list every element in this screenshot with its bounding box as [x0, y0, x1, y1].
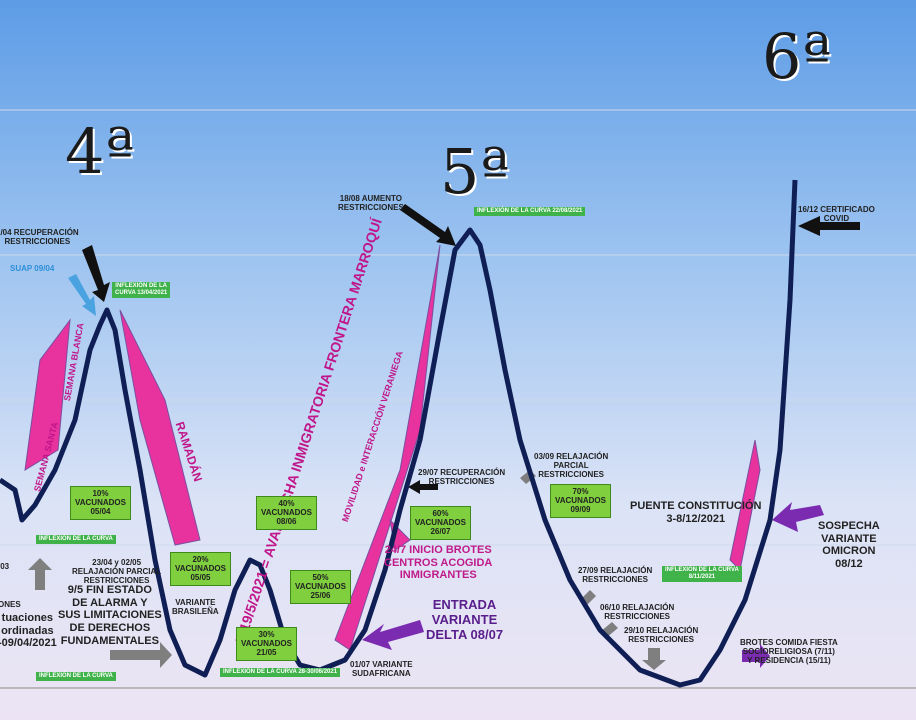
annotation: INFLEXIÓN DE LA CURVA 13/04/2021 [112, 282, 171, 298]
wave-label: 6ª [762, 20, 831, 93]
wedge [24, 318, 71, 471]
annotation: 16/12 CERTIFICADO COVID [798, 205, 875, 224]
arrow [642, 648, 666, 670]
annotation: 40% VACUNADOS 08/06 [256, 496, 317, 530]
annotation: 60% VACUNADOS 26/07 [410, 506, 471, 540]
annotation: 10% VACUNADOS 05/04 [70, 486, 131, 520]
annotation: 30% VACUNADOS 21/05 [236, 627, 297, 661]
annotation: 1/04 RECUPERACIÓN RESTRICCIONES [0, 228, 79, 247]
annotation: 50% VACUNADOS 25/06 [290, 570, 351, 604]
annotation: VARIANTE BRASILEÑA [172, 598, 219, 617]
annotation: INFLEXIÓN DE LA CURVA 8/11/2021 [662, 566, 742, 582]
annotation: 23/04 y 02/05 RELAJACIÓN PARCIAL RESTRIC… [72, 558, 162, 586]
annotation: SOSPECHA VARIANTE OMICRON 08/12 [818, 520, 880, 570]
annotation: 70% VACUNADOS 09/09 [550, 484, 611, 518]
incidence-curve [0, 179, 798, 688]
annotation: 24/7 INICIO BROTES CENTROS ACOGIDA INMIG… [384, 544, 493, 582]
wedge [119, 309, 201, 546]
annotation: 27/09 RELAJACIÓN RESTRICCIONES [578, 566, 653, 585]
arrow [772, 502, 824, 532]
arrow [798, 216, 860, 236]
annotation: 29/10 RELAJACIÓN RESTRICCIONES [624, 626, 699, 645]
annotation: /03 [0, 562, 10, 571]
annotation: 06/10 RELAJACIÓN RESTRICCIONES [600, 603, 675, 622]
black-arrows [82, 204, 860, 494]
arrow [408, 480, 438, 494]
arrow [742, 644, 770, 668]
annotation: 9/5 FIN ESTADO DE ALARMA Y SUS LIMITACIO… [58, 584, 162, 647]
wedge [334, 244, 441, 651]
purple-arrows [362, 502, 824, 668]
annotation: ENTRADA VARIANTE DELTA 08/07 [426, 597, 504, 642]
arrow [82, 245, 110, 302]
annotation: 29/07 RECUPERACIÓN RESTRICCIONES [418, 468, 506, 487]
annotation: SUAP 09/04 [10, 264, 55, 273]
annotation: INFLEXIÓN DE LA CURVA 28-30/06/2021 [220, 668, 341, 677]
annotation: 20% VACUNADOS 05/05 [170, 552, 231, 586]
wave-label: 4ª [65, 115, 134, 188]
annotation: PUENTE CONSTITUCIÓN 3-8/12/2021 [630, 500, 762, 525]
wave-label: 5ª [440, 135, 509, 208]
annotation: 18/08 AUMENTO RESTRICCIONES [338, 194, 404, 213]
blue-arrow [68, 274, 96, 316]
annotation: tuaciones ordinadas -09/04/2021 [0, 612, 57, 650]
arrow [400, 204, 456, 246]
annotation: ONES [0, 600, 21, 609]
annotation: INFLEXIÓN DE LA CURVA [36, 672, 116, 681]
gray-arrows [28, 470, 666, 670]
annotation: INFLEXIÓN DE LA CURVA [36, 535, 116, 544]
annotation: 01/07 VARIANTE SUDAFRICANA [350, 660, 413, 679]
annotation: BROTES COMIDA FIESTA SOCIORELIGIOSA (7/1… [740, 638, 838, 666]
annotation: INFLEXIÓN DE LA CURVA 22/08/2021 [474, 207, 586, 216]
arrow [110, 642, 172, 668]
arrow [362, 620, 424, 650]
arrow [28, 558, 52, 590]
annotation: 03/09 RELAJACIÓN PARCIAL RESTRICCIONES [534, 452, 609, 480]
